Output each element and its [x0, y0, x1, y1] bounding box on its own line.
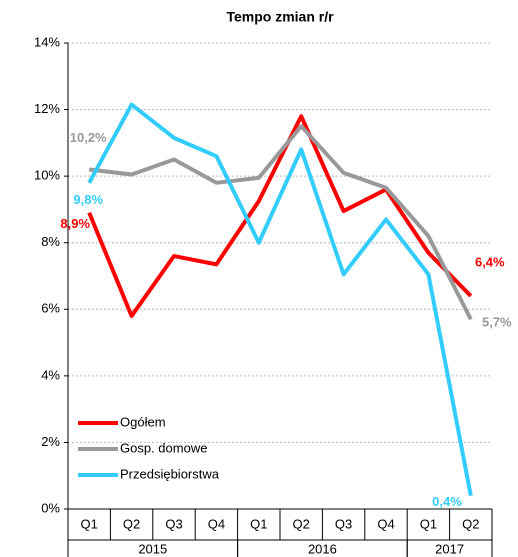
y-tick-label: 8% — [41, 234, 60, 249]
y-tick-label: 14% — [34, 34, 60, 49]
x-tick-label: Q2 — [293, 516, 310, 531]
y-tick-label: 4% — [41, 367, 60, 382]
x-tick-label: Q2 — [462, 516, 479, 531]
x-group-label: 2017 — [435, 541, 464, 556]
data-label: 9,8% — [73, 192, 103, 207]
x-group-label: 2016 — [308, 541, 337, 556]
y-tick-label: 0% — [41, 500, 60, 515]
series-line — [87, 114, 473, 318]
x-tick-label: Q2 — [123, 516, 140, 531]
y-tick-label: 6% — [41, 301, 60, 316]
x-tick-label: Q4 — [377, 516, 394, 531]
x-group-label: 2015 — [138, 541, 167, 556]
legend-label: Przedsiębiorstwa — [120, 466, 220, 481]
x-tick-label: Q3 — [165, 516, 182, 531]
data-label: 10,2% — [70, 130, 107, 145]
data-label: 5,7% — [482, 315, 512, 330]
series-line — [87, 102, 473, 497]
x-tick-label: Q4 — [208, 516, 225, 531]
y-tick-label: 2% — [41, 434, 60, 449]
legend-label: Gosp. domowe — [120, 440, 207, 455]
data-label: 6,4% — [475, 254, 505, 269]
x-tick-label: Q1 — [420, 516, 437, 531]
data-label: 0,4% — [432, 494, 462, 509]
y-tick-label: 12% — [34, 101, 60, 116]
x-tick-label: Q1 — [250, 516, 267, 531]
chart-title: Tempo zmian r/r — [226, 9, 334, 25]
legend-label: Ogółem — [120, 414, 166, 429]
data-label: 8,9% — [60, 216, 90, 231]
x-tick-label: Q1 — [81, 516, 98, 531]
y-tick-label: 10% — [34, 168, 60, 183]
x-tick-label: Q3 — [335, 516, 352, 531]
series-line — [88, 124, 473, 321]
